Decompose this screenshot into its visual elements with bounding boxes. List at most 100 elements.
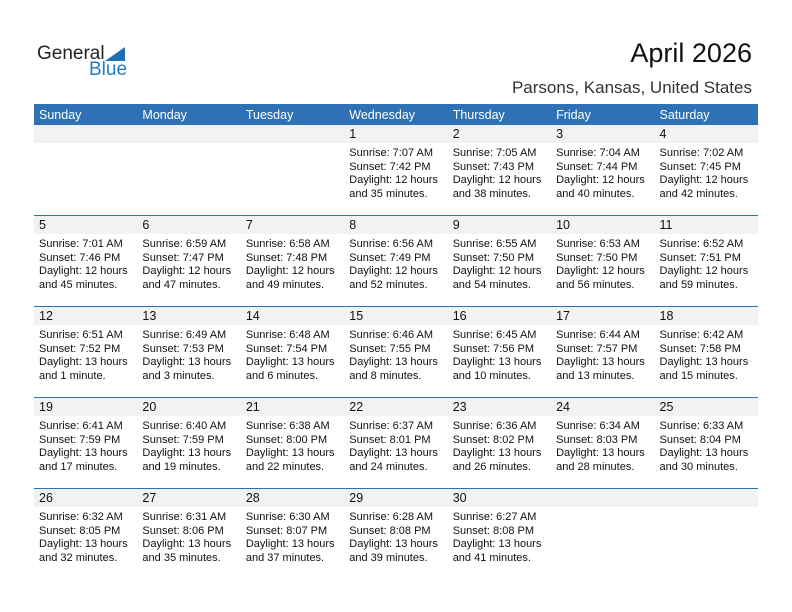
daylight-text: Daylight: 12 hours	[245, 265, 335, 277]
minutes-text: and 59 minutes.	[659, 278, 738, 291]
day-info: Sunrise: 6:49 AM Sunset: 7:53 PM Daylight:…	[137, 325, 240, 383]
day-cell: 28 Sunrise: 6:30 AM Sunset: 8:07 PM Dayligh…	[240, 488, 345, 579]
minutes-text: and 52 minutes.	[349, 278, 428, 291]
daylight-text: Daylight: 13 hours	[245, 538, 335, 550]
sunset-text: Sunset: 8:06 PM	[142, 524, 224, 537]
day-info: Sunrise: 6:34 AM Sunset: 8:03 PM Daylight:…	[551, 416, 654, 474]
daylight-text: Daylight: 12 hours	[39, 265, 128, 277]
day-cell: 7 Sunrise: 6:58 AM Sunset: 7:48 PM Daylight…	[240, 215, 345, 307]
day-cell: 12 Sunrise: 6:51 AM Sunset: 7:52 PM Dayligh…	[34, 306, 138, 398]
sunrise-text: Sunrise: 6:34 AM	[556, 420, 640, 432]
sunset-text: Sunset: 8:00 PM	[245, 433, 328, 446]
day-cell: 3 Sunrise: 7:04 AM Sunset: 7:44 PM Daylight…	[551, 125, 655, 216]
sunset-text: Sunset: 7:45 PM	[659, 160, 741, 173]
day-cell: 9 Sunrise: 6:55 AM Sunset: 7:50 PM Daylight…	[447, 215, 552, 307]
sunrise-text: Sunrise: 6:45 AM	[452, 329, 537, 341]
day-number: 5	[34, 216, 138, 234]
week-row: 26 Sunrise: 6:32 AM Sunset: 8:05 PM Dayligh…	[34, 488, 758, 579]
daylight-text: Daylight: 13 hours	[452, 538, 542, 550]
day-cell: 29 Sunrise: 6:28 AM Sunset: 8:08 PM Dayligh…	[344, 488, 448, 579]
sunrise-text: Sunrise: 6:55 AM	[452, 238, 537, 250]
minutes-text: and 49 minutes.	[245, 278, 325, 291]
day-number: 25	[654, 398, 758, 416]
sunset-text: Sunset: 7:50 PM	[556, 251, 638, 264]
sunrise-text: Sunrise: 7:02 AM	[659, 147, 744, 159]
day-cell: 8 Sunrise: 6:56 AM Sunset: 7:49 PM Daylight…	[344, 215, 448, 307]
sunset-text: Sunset: 7:59 PM	[142, 433, 224, 446]
sunrise-text: Sunrise: 6:59 AM	[142, 238, 227, 250]
day-cell: 2 Sunrise: 7:05 AM Sunset: 7:43 PM Daylight…	[447, 125, 552, 216]
weekday-monday: Monday	[137, 104, 241, 125]
weekday-thursday: Thursday	[447, 104, 552, 125]
daylight-text: Daylight: 12 hours	[349, 174, 438, 186]
day-number: 21	[240, 398, 345, 416]
sunset-text: Sunset: 7:59 PM	[39, 433, 121, 446]
day-info: Sunrise: 6:53 AM Sunset: 7:50 PM Daylight:…	[551, 234, 654, 292]
day-number: 23	[447, 398, 552, 416]
sunrise-text: Sunrise: 6:33 AM	[659, 420, 744, 432]
day-cell: 22 Sunrise: 6:37 AM Sunset: 8:01 PM Dayligh…	[344, 397, 448, 489]
day-number: 24	[551, 398, 655, 416]
minutes-text: and 40 minutes.	[556, 187, 635, 200]
minutes-text: and 28 minutes.	[556, 460, 635, 473]
day-info: Sunrise: 6:45 AM Sunset: 7:56 PM Daylight:…	[448, 325, 551, 383]
sunrise-text: Sunrise: 6:31 AM	[142, 511, 227, 523]
sunrise-text: Sunrise: 6:40 AM	[142, 420, 227, 432]
minutes-text: and 45 minutes.	[39, 278, 118, 291]
day-cell: 14 Sunrise: 6:48 AM Sunset: 7:54 PM Dayligh…	[240, 306, 345, 398]
day-info: Sunrise: 7:04 AM Sunset: 7:44 PM Daylight:…	[551, 143, 654, 201]
sunrise-text: Sunrise: 6:28 AM	[349, 511, 434, 523]
sunset-text: Sunset: 8:03 PM	[556, 433, 638, 446]
day-cell: 21 Sunrise: 6:38 AM Sunset: 8:00 PM Dayligh…	[240, 397, 345, 489]
sunrise-text: Sunrise: 6:27 AM	[452, 511, 537, 523]
calendar-grid: Sunday Monday Tuesday Wednesday Thursday Frid…	[34, 104, 758, 579]
day-number: 26	[34, 489, 138, 507]
sunset-text: Sunset: 8:08 PM	[452, 524, 535, 537]
sunset-text: Sunset: 8:02 PM	[452, 433, 535, 446]
day-info: Sunrise: 6:33 AM Sunset: 8:04 PM Daylight:…	[655, 416, 758, 474]
day-info: Sunrise: 6:27 AM Sunset: 8:08 PM Daylight:…	[448, 507, 551, 565]
daylight-text: Daylight: 12 hours	[452, 174, 542, 186]
day-info: Sunrise: 6:30 AM Sunset: 8:07 PM Daylight:…	[241, 507, 344, 565]
day-number: 8	[344, 216, 448, 234]
daylight-text: Daylight: 13 hours	[349, 356, 438, 368]
sunset-text: Sunset: 7:52 PM	[39, 342, 121, 355]
daylight-text: Daylight: 13 hours	[452, 447, 542, 459]
daylight-text: Daylight: 12 hours	[142, 265, 232, 277]
daylight-text: Daylight: 12 hours	[659, 265, 749, 277]
day-cell: 11 Sunrise: 6:52 AM Sunset: 7:51 PM Dayligh…	[654, 215, 758, 307]
day-cell: 27 Sunrise: 6:31 AM Sunset: 8:06 PM Dayligh…	[137, 488, 241, 579]
day-info: Sunrise: 7:02 AM Sunset: 7:45 PM Daylight:…	[655, 143, 758, 201]
day-cell: 18 Sunrise: 6:42 AM Sunset: 7:58 PM Dayligh…	[654, 306, 758, 398]
sunrise-text: Sunrise: 7:04 AM	[556, 147, 640, 159]
day-info: Sunrise: 6:31 AM Sunset: 8:06 PM Daylight:…	[137, 507, 240, 565]
minutes-text: and 41 minutes.	[452, 551, 531, 564]
daylight-text: Daylight: 13 hours	[349, 538, 438, 550]
weekday-header: Sunday Monday Tuesday Wednesday Thursday Frid…	[34, 104, 758, 125]
minutes-text: and 1 minute.	[39, 369, 106, 382]
minutes-text: and 6 minutes.	[245, 369, 318, 382]
minutes-text: and 3 minutes.	[142, 369, 215, 382]
minutes-text: and 24 minutes.	[349, 460, 428, 473]
day-number: 1	[344, 125, 448, 143]
minutes-text: and 42 minutes.	[659, 187, 738, 200]
sunrise-text: Sunrise: 6:58 AM	[245, 238, 330, 250]
daylight-text: Daylight: 12 hours	[659, 174, 749, 186]
day-number: 6	[137, 216, 241, 234]
week-row: 1 Sunrise: 7:07 AM Sunset: 7:42 PM Daylight…	[34, 125, 758, 216]
sunset-text: Sunset: 7:49 PM	[349, 251, 431, 264]
weekday-friday: Friday	[551, 104, 655, 125]
sunset-text: Sunset: 7:44 PM	[556, 160, 638, 173]
day-info: Sunrise: 6:51 AM Sunset: 7:52 PM Daylight:…	[34, 325, 137, 383]
minutes-text: and 26 minutes.	[452, 460, 531, 473]
sunset-text: Sunset: 8:05 PM	[39, 524, 121, 537]
sunrise-text: Sunrise: 7:01 AM	[39, 238, 123, 250]
sunrise-text: Sunrise: 6:49 AM	[142, 329, 227, 341]
sunrise-text: Sunrise: 6:46 AM	[349, 329, 434, 341]
sunrise-text: Sunrise: 6:42 AM	[659, 329, 744, 341]
day-number: 12	[34, 307, 138, 325]
day-cell: 16 Sunrise: 6:45 AM Sunset: 7:56 PM Dayligh…	[447, 306, 552, 398]
day-info: Sunrise: 6:41 AM Sunset: 7:59 PM Daylight:…	[34, 416, 137, 474]
minutes-text: and 56 minutes.	[556, 278, 635, 291]
day-cell: 25 Sunrise: 6:33 AM Sunset: 8:04 PM Dayligh…	[654, 397, 758, 489]
